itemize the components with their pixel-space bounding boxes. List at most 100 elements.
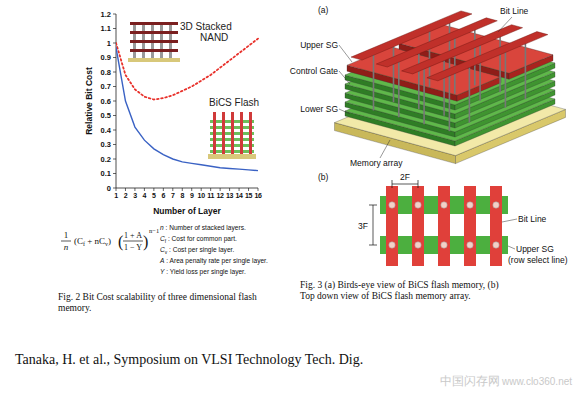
- pillar: [525, 42, 527, 99]
- formula-text: 1 − Y: [124, 243, 142, 252]
- inset-pillar: [231, 112, 234, 156]
- inset-cell: [169, 34, 172, 40]
- y-tick: [113, 57, 116, 58]
- dimension: [369, 205, 377, 206]
- pillar: [418, 52, 420, 109]
- inset-bics: [208, 112, 256, 159]
- dimension: [418, 180, 419, 188]
- variable-desc: : Yield loss per single layer.: [164, 268, 246, 276]
- pillar: [505, 51, 507, 108]
- x-tick: [116, 188, 117, 191]
- leader: [339, 45, 352, 62]
- x-tick-label: 1: [114, 192, 118, 199]
- label: Bit Line: [518, 214, 547, 224]
- dimension-label: 2F: [400, 172, 410, 182]
- variable-desc: : Cost per single layer.: [167, 246, 234, 254]
- y-tick: [113, 130, 116, 131]
- inset-cell: [142, 34, 145, 40]
- formula-text: 1 + A: [124, 231, 142, 240]
- variable-def: Y : Yield loss per single layer.: [160, 268, 246, 276]
- y-tick: [113, 115, 116, 116]
- label: Control Gate: [290, 66, 338, 76]
- y-tick: [113, 28, 116, 29]
- bit-line: [427, 32, 548, 81]
- x-tick-label: 10: [198, 192, 206, 199]
- inset-layer: [130, 49, 178, 52]
- x-tick: [134, 188, 135, 191]
- x-tick: [163, 188, 164, 191]
- pillar: [423, 67, 425, 124]
- inset-layer: [130, 40, 178, 43]
- pillar: [474, 28, 476, 85]
- x-tick-label: 3: [133, 192, 137, 199]
- inset-cell: [151, 43, 154, 49]
- bit-line: [490, 186, 502, 266]
- inset-cell: [133, 43, 136, 49]
- pillar: [467, 202, 473, 208]
- y-tick-label: 1: [107, 39, 111, 48]
- y-tick-label: 0.3: [101, 140, 111, 149]
- formula-text: (C: [74, 236, 83, 246]
- inset-pillar: [213, 112, 216, 156]
- x-tick-label: 7: [171, 192, 175, 199]
- y-tick: [113, 86, 116, 87]
- x-tick: [229, 188, 230, 191]
- leader: [339, 71, 350, 84]
- bit-line: [464, 186, 476, 266]
- x-axis-label: Number of Layer: [153, 206, 221, 216]
- inset-cell: [151, 34, 154, 40]
- inset-cell: [151, 25, 154, 31]
- x-tick: [239, 188, 240, 191]
- formula-text: + nC: [85, 236, 105, 246]
- top-down-view: [369, 180, 517, 266]
- series-label-line: 3D Stacked: [180, 21, 232, 32]
- dimension-label: 3F: [358, 221, 368, 231]
- x-tick: [220, 188, 221, 191]
- pillar: [499, 35, 501, 92]
- x-tick-label: 16: [254, 192, 262, 199]
- x-tick: [125, 188, 126, 191]
- formula-text: ): [108, 236, 111, 246]
- series-label-line: NAND: [200, 32, 228, 43]
- inset-cell: [160, 25, 163, 31]
- y-tick-label: 1.2: [101, 10, 111, 19]
- paren: (: [118, 233, 123, 251]
- y-tick-label: 0.5: [101, 111, 111, 120]
- formula-text: n−1: [149, 227, 159, 234]
- x-axis: [116, 188, 258, 189]
- page: 00.10.20.30.40.50.60.70.80.911.11.212345…: [0, 0, 583, 393]
- y-tick-label: 0.9: [101, 53, 111, 62]
- pillar: [441, 202, 447, 208]
- y-tick: [113, 72, 116, 73]
- y-tick-label: 0.8: [101, 68, 111, 77]
- y-tick-label: 0.2: [101, 155, 111, 164]
- x-tick: [153, 188, 154, 191]
- label: Upper SG: [300, 40, 338, 50]
- x-tick-label: 15: [245, 192, 253, 199]
- inset-cell: [133, 52, 136, 58]
- inset-cell: [160, 34, 163, 40]
- inset-cell: [160, 43, 163, 49]
- label: Memory array: [350, 158, 403, 168]
- pillar: [398, 60, 400, 117]
- figure: 00.10.20.30.40.50.60.70.80.911.11.212345…: [0, 0, 583, 393]
- inset-layer: [130, 31, 178, 34]
- bit-line: [438, 186, 450, 266]
- bit-line: [412, 186, 424, 266]
- pillar: [469, 66, 471, 123]
- inset-3d-nand: [128, 22, 180, 62]
- label: Upper SG: [516, 244, 554, 254]
- formula-factor: (Cf + nCv): [74, 236, 111, 247]
- inset-cell: [142, 25, 145, 31]
- x-tick-label: 11: [207, 192, 214, 199]
- x-tick: [144, 188, 145, 191]
- leader: [502, 219, 517, 222]
- x-tick: [172, 188, 173, 191]
- x-tick: [210, 188, 211, 191]
- label: (row select line): [508, 255, 568, 265]
- panel-label: (b): [318, 172, 329, 182]
- fraction-bar: [123, 241, 143, 242]
- x-tick: [191, 188, 192, 191]
- pillar: [449, 74, 451, 131]
- caption: Fig. 2 Bit Cost scalability of three dim…: [58, 292, 268, 314]
